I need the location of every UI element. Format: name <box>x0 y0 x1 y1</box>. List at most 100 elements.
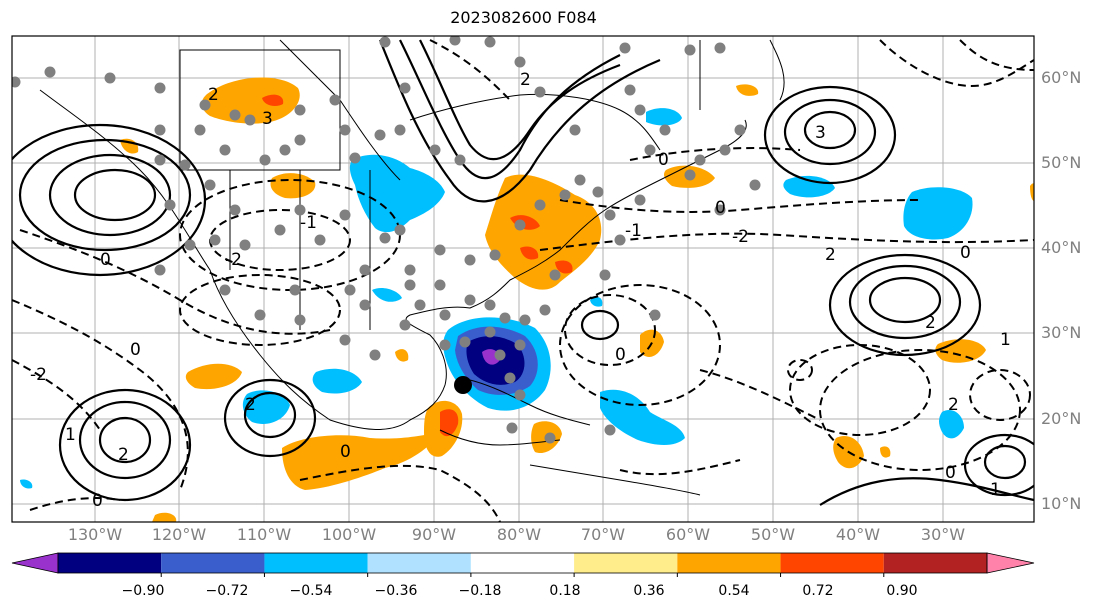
observation-dot <box>604 424 616 436</box>
observation-dot <box>734 124 746 136</box>
observation-dot <box>164 199 176 211</box>
observation-dot <box>484 36 496 48</box>
colorbar-tick-label: 0.36 <box>633 583 665 599</box>
observation-dot <box>399 82 411 94</box>
observation-dot <box>194 124 206 136</box>
observation-dot <box>659 124 671 136</box>
lon-label: 130°W <box>67 525 123 544</box>
lat-label: 10°N <box>1041 494 1082 513</box>
observation-dot <box>614 234 626 246</box>
contour-label: -2 <box>30 365 47 385</box>
observation-dot <box>359 299 371 311</box>
observation-dot <box>694 154 706 166</box>
lon-label: 100°W <box>321 525 377 544</box>
colorbar-tick-label: 0.54 <box>718 583 750 599</box>
contour-label: 0 <box>960 243 971 263</box>
lat-label: 40°N <box>1041 238 1082 257</box>
colorbar-segment <box>58 553 162 573</box>
observation-dot <box>559 189 571 201</box>
observation-dot <box>592 186 604 198</box>
observation-dot <box>494 349 506 361</box>
observation-dot <box>254 309 266 321</box>
observation-dot <box>449 36 461 46</box>
observation-dot <box>239 239 251 251</box>
observation-dot <box>644 144 656 156</box>
colorbar-tick-label: −0.18 <box>458 583 502 599</box>
observation-dot <box>514 339 526 351</box>
contour-label: -1 <box>300 213 317 233</box>
observation-dot <box>439 339 451 351</box>
observation-dot <box>484 326 496 338</box>
solid-contours <box>12 39 1034 506</box>
observation-dot <box>374 129 386 141</box>
contour-label: 1 <box>1000 330 1011 350</box>
observation-dot <box>294 104 306 116</box>
observation-dot <box>514 389 526 401</box>
lon-label: 120°W <box>151 525 207 544</box>
map-title: 2023082600 F084 <box>450 8 597 27</box>
observation-dot <box>719 144 731 156</box>
observation-dot <box>339 334 351 346</box>
observation-dot <box>219 284 231 296</box>
contour-label: 2 <box>925 313 936 333</box>
colorbar-segment <box>264 553 368 573</box>
observation-dot <box>534 86 546 98</box>
observation-dot <box>279 144 291 156</box>
observation-dot <box>394 224 406 236</box>
observation-dot <box>464 294 476 306</box>
observation-dot <box>229 204 241 216</box>
observation-dot <box>634 194 646 206</box>
observation-dot <box>314 234 326 246</box>
contour-label: 0 <box>130 340 141 360</box>
observation-dot <box>684 169 696 181</box>
observation-dot <box>184 239 196 251</box>
contour-label: -1 <box>625 221 642 241</box>
colorbar-extend-low <box>11 552 59 574</box>
lon-label: 110°W <box>236 525 292 544</box>
observation-dot <box>209 234 221 246</box>
colorbar-segment <box>574 553 678 573</box>
observation-dot <box>379 232 391 244</box>
observation-dot <box>12 76 21 88</box>
observation-dot <box>549 269 561 281</box>
lat-label: 20°N <box>1041 409 1082 428</box>
lon-label: 50°W <box>750 525 796 544</box>
observation-dot <box>506 422 518 434</box>
colorbar-segment <box>780 553 884 573</box>
contour-label: 1 <box>65 425 76 445</box>
observation-dot <box>229 109 241 121</box>
contour-label: 2 <box>118 445 129 465</box>
contour-label: 3 <box>815 123 826 143</box>
observation-dot <box>599 269 611 281</box>
observation-dot <box>349 152 361 164</box>
storm-center-marker <box>454 376 472 394</box>
observation-dot <box>274 224 286 236</box>
colorbar-segment <box>470 553 575 573</box>
observation-dot <box>459 336 471 348</box>
observation-points <box>12 36 761 444</box>
colorbar-segment <box>367 553 471 573</box>
observation-dot <box>624 84 636 96</box>
colorbar-frame <box>57 552 988 574</box>
colorbar-tick-label: 0.72 <box>802 583 834 599</box>
observation-dot <box>199 99 211 111</box>
observation-dot <box>714 42 726 54</box>
lon-label: 60°W <box>665 525 711 544</box>
observation-dot <box>359 264 371 276</box>
observation-dot <box>399 319 411 331</box>
observation-dot <box>294 314 306 326</box>
observation-dot <box>154 82 166 94</box>
colorbar-segment <box>883 553 987 573</box>
observation-dot <box>574 174 586 186</box>
observation-dot <box>429 144 441 156</box>
contour-label: -2 <box>732 227 749 247</box>
observation-dot <box>339 124 351 136</box>
contour-label: 2 <box>520 70 531 90</box>
contour-label: 1 <box>990 480 1001 500</box>
observation-dot <box>369 349 381 361</box>
observation-dot <box>259 154 271 166</box>
observation-dot <box>464 254 476 266</box>
observation-dot <box>294 134 306 146</box>
contour-label: 2 <box>825 245 836 265</box>
observation-dot <box>434 244 446 256</box>
